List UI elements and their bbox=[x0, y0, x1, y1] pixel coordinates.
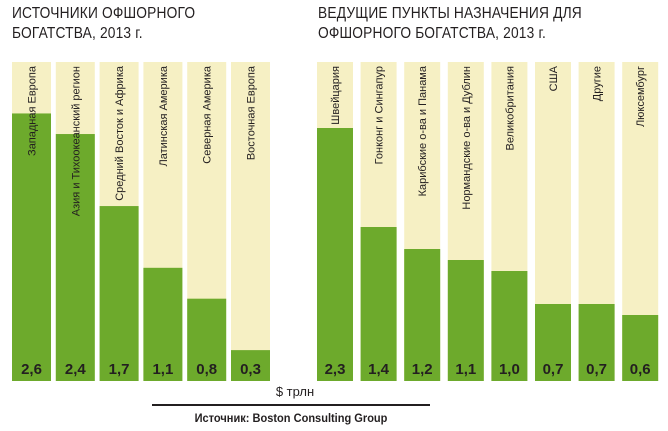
dst-bar bbox=[622, 315, 659, 381]
dst-category-label: США bbox=[548, 65, 560, 91]
src-bar bbox=[231, 350, 270, 381]
src-value-label: 1,7 bbox=[109, 361, 130, 378]
src-bar bbox=[187, 298, 227, 381]
dst-value-label: 0,7 bbox=[586, 361, 607, 378]
dst-value-label: 0,7 bbox=[543, 361, 564, 378]
dst-category-label: Швейцария bbox=[330, 66, 342, 125]
src-bar bbox=[12, 113, 51, 382]
src-bar-track bbox=[231, 62, 270, 381]
dst-bar bbox=[317, 128, 353, 381]
dst-value-label: 1,2 bbox=[412, 361, 433, 378]
src-bar bbox=[143, 267, 183, 381]
dst-bar bbox=[404, 249, 441, 381]
source-note: Источник: Boston Consulting Group bbox=[194, 411, 388, 425]
src-bar bbox=[99, 206, 139, 381]
dst-value-label: 0,6 bbox=[630, 361, 651, 378]
dst-value-label: 2,3 bbox=[325, 361, 346, 378]
unit-label: $ трлн bbox=[275, 384, 315, 399]
src-category-label: Восточная Европа bbox=[246, 65, 258, 160]
dst-category-label: Нормандские о-ва и Дублин bbox=[461, 66, 473, 210]
dst-value-label: 1,4 bbox=[368, 361, 390, 378]
dst-category-label: Гонконг и Сингапур bbox=[374, 66, 386, 164]
dst-bar bbox=[360, 227, 397, 381]
src-category-label: Западная Европа bbox=[27, 65, 39, 156]
src-bar bbox=[55, 134, 95, 381]
dst-bar bbox=[447, 260, 484, 381]
src-category-label: Латинская Америка bbox=[158, 65, 170, 166]
divider bbox=[152, 404, 430, 406]
dst-category-label: Другие bbox=[592, 66, 604, 101]
src-category-label: Средний Восток и Африка bbox=[114, 65, 126, 201]
src-value-label: 2,4 bbox=[65, 361, 87, 378]
dst-value-label: 1,0 bbox=[499, 361, 520, 378]
dst-bar bbox=[535, 304, 571, 381]
dst-category-label: Люксембург bbox=[635, 66, 647, 127]
src-category-label: Азия и Тихоокеанский регион bbox=[70, 66, 82, 216]
dst-bar bbox=[578, 304, 615, 381]
src-value-label: 2,6 bbox=[21, 361, 42, 378]
src-category-label: Северная Америка bbox=[202, 65, 214, 164]
src-value-label: 1,1 bbox=[152, 361, 173, 378]
src-value-label: 0,8 bbox=[196, 361, 217, 378]
plot-sources: Западная Европа 2,6 Азия и Тихоокеанский р… bbox=[12, 62, 270, 382]
src-value-label: 0,3 bbox=[240, 361, 261, 378]
plot-destinations: Швейцария 2,3 Гонконг и Сингапур 1,4 Карибск… bbox=[317, 62, 659, 381]
dst-value-label: 1,1 bbox=[455, 361, 476, 378]
dst-category-label: Великобритания bbox=[504, 66, 516, 151]
dst-category-label: Карибские о-ва и Панама bbox=[417, 65, 429, 196]
chart-title-sources: ИСТОЧНИКИ ОФШОРНОГО БОГАТСТВА, 2013 г. bbox=[12, 5, 196, 42]
dst-bar bbox=[491, 271, 528, 381]
chart-title-destinations: ВЕДУЩИЕ ПУНКТЫ НАЗНАЧЕНИЯ ДЛЯ ОФШОРНОГО … bbox=[318, 5, 582, 42]
